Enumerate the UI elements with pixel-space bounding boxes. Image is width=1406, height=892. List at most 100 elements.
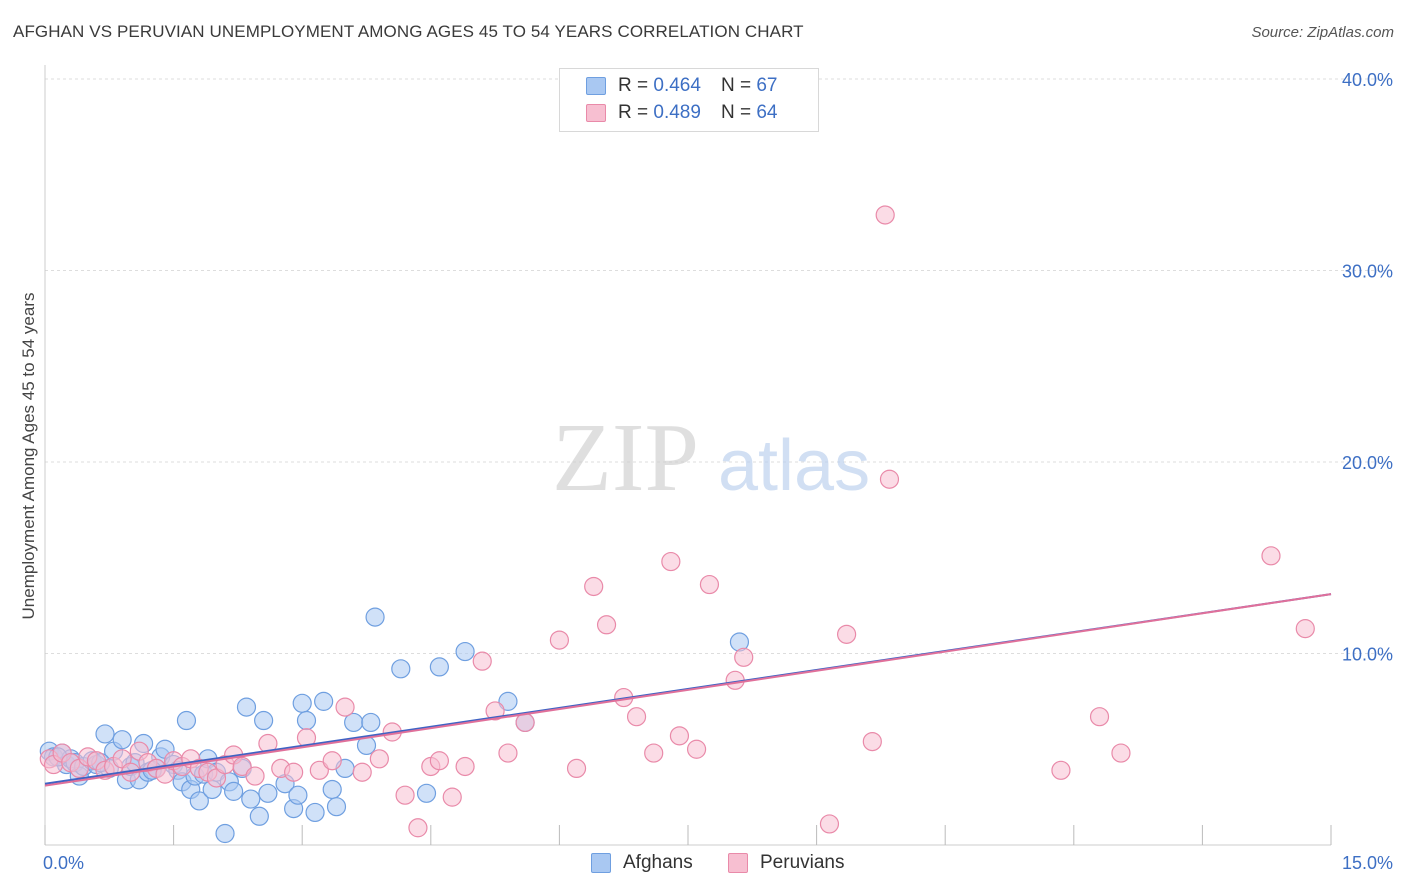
afghan-point: [254, 710, 274, 731]
peruvian-trend-line: [44, 593, 1332, 787]
peruvian-point: [837, 624, 857, 644]
afghans-n-value: 67: [756, 75, 778, 96]
y-tick-label: 30.0%: [1342, 262, 1393, 282]
afghan-point: [292, 693, 312, 713]
afghan-point: [236, 697, 257, 717]
afghan-point: [224, 781, 244, 801]
peruvian-point: [669, 726, 690, 746]
afghan-point: [258, 783, 278, 803]
peruvian-point: [369, 749, 389, 769]
axes: [44, 65, 1332, 846]
bottom-afghans-label: Afghans: [623, 852, 693, 873]
afghan-point: [249, 806, 269, 826]
peruvian-point: [498, 743, 518, 763]
afghan-point: [361, 712, 381, 733]
afghan-point: [314, 691, 334, 711]
bottom-afghans-swatch: [591, 853, 611, 873]
afghan-point: [288, 785, 308, 805]
afghan-point: [391, 659, 411, 679]
watermark: ZIP atlas: [552, 404, 870, 512]
peruvians-n-label: N =: [720, 102, 752, 123]
peruvian-point: [472, 651, 492, 671]
y-tick-label: 10.0%: [1342, 645, 1393, 665]
peruvian-point: [644, 743, 664, 763]
afghan-point: [241, 789, 261, 809]
peruvian-point: [395, 785, 415, 805]
y-tick-label: 40.0%: [1342, 70, 1393, 90]
peruvian-point: [485, 701, 505, 721]
chart-title: AFGHAN VS PERUVIAN UNEMPLOYMENT AMONG AG…: [13, 22, 804, 41]
afghan-point: [95, 724, 115, 744]
peruvian-point: [879, 469, 900, 489]
peruvians-n-value: 64: [756, 102, 778, 123]
x-tick-label-max: 15.0%: [1342, 853, 1393, 873]
peruvian-point: [819, 814, 840, 834]
peruvian-point: [429, 751, 449, 771]
peruvian-point: [862, 731, 882, 752]
peruvian-point: [584, 576, 604, 597]
bottom-peruvians-swatch: [728, 853, 748, 873]
afghans-n-label: N =: [720, 75, 752, 96]
peruvian-point: [549, 630, 570, 650]
peruvian-point: [734, 647, 754, 667]
peruvian-point: [1295, 619, 1315, 639]
peruvian-point: [626, 707, 647, 727]
peruvian-point: [686, 739, 707, 759]
afghan-point: [326, 797, 347, 817]
peruvian-point: [284, 762, 304, 782]
peruvian-point: [515, 712, 535, 733]
gridlines: [45, 78, 1391, 654]
peruvian-point: [661, 551, 681, 572]
axis-labels: 10.0% 20.0% 30.0% 40.0% 0.0% 15.0% Unemploymen…: [19, 70, 1393, 873]
peruvian-point: [699, 574, 720, 595]
peruvian-point: [309, 760, 329, 780]
correlation-legend: R = 0.464 N = 67 R = 0.489 N = 64: [559, 68, 819, 132]
peruvian-point: [596, 615, 617, 635]
afghans-r-value: 0.464: [653, 75, 701, 96]
afghan-point: [455, 641, 475, 662]
watermark-zip: ZIP: [552, 404, 699, 512]
peruvian-point: [322, 751, 342, 771]
legend-row-afghans: R = 0.464 N = 67: [586, 74, 777, 98]
peruvian-point: [875, 205, 895, 225]
peruvian-point: [408, 818, 428, 838]
afghan-point: [176, 710, 197, 731]
x-tick-label-min: 0.0%: [43, 853, 84, 873]
peruvian-point: [206, 768, 227, 788]
afghan-point: [429, 657, 449, 677]
peruvian-point: [1261, 546, 1281, 566]
watermark-atlas: atlas: [718, 426, 870, 506]
afghan-point: [322, 779, 342, 800]
afghan-point: [189, 791, 209, 811]
peruvian-point: [442, 787, 462, 807]
afghan-point: [112, 730, 132, 750]
bottom-peruvians-label: Peruvians: [760, 852, 845, 873]
peruvian-point: [232, 756, 252, 777]
bottom-legend-afghans: Afghans: [591, 852, 693, 874]
afghan-point: [305, 802, 325, 823]
source-credit: Source: ZipAtlas.com: [1251, 24, 1394, 41]
peruvian-point: [566, 758, 587, 779]
afghan-point: [365, 607, 385, 627]
bottom-legend-peruvians: Peruvians: [728, 852, 845, 874]
legend-row-peruvians: R = 0.489 N = 64: [586, 101, 777, 125]
peruvian-point: [335, 697, 355, 717]
afghan-point: [215, 823, 235, 844]
trend-lines: [44, 593, 1332, 787]
peruvian-point: [245, 766, 265, 786]
y-tick-label: 20.0%: [1342, 453, 1393, 473]
afghan-point: [416, 783, 437, 803]
data-points: [39, 205, 1315, 844]
peruvian-point: [112, 749, 132, 769]
peruvians-r-value: 0.489: [653, 102, 701, 123]
peruvian-point: [1051, 760, 1071, 780]
afghan-point: [498, 691, 518, 711]
afghan-point: [296, 710, 317, 731]
peruvians-swatch: [586, 104, 606, 122]
afghans-swatch: [586, 77, 606, 95]
peruvian-point: [455, 756, 475, 777]
y-axis-label: Unemployment Among Ages 45 to 54 years: [19, 293, 38, 620]
peruvian-point: [352, 762, 372, 782]
peruvian-point: [1089, 707, 1110, 727]
